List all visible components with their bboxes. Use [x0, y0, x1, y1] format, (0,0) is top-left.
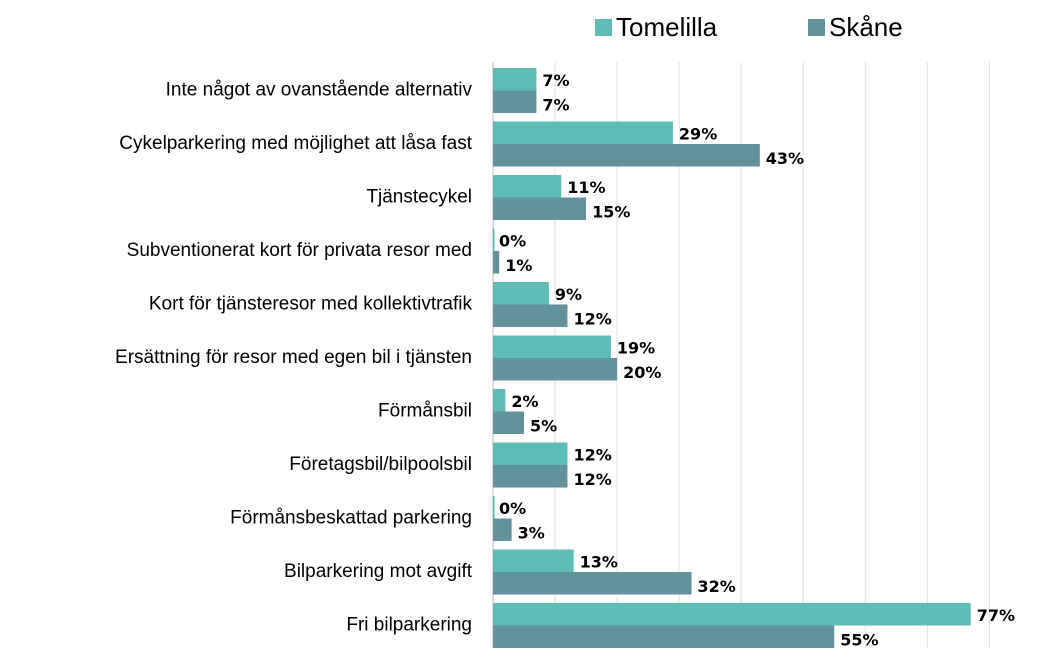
- category-label: Inte något av ovanstående alternativ: [166, 80, 473, 101]
- bar: [493, 442, 568, 465]
- bar: [493, 228, 495, 251]
- category-label: Företagsbil/bilpoolsbil: [289, 454, 472, 475]
- bar: [493, 197, 587, 220]
- data-label: 11%: [567, 178, 605, 197]
- bar: [493, 496, 495, 519]
- data-label: 0%: [499, 231, 526, 250]
- data-label: 13%: [580, 552, 618, 571]
- category-label: Bilparkering mot avgift: [284, 561, 473, 582]
- data-label: 2%: [511, 392, 538, 411]
- category-label: Cykelparkering med möjlighet att låsa fa…: [119, 133, 472, 154]
- category-label: Förmånsbil: [378, 401, 472, 422]
- legend-swatch: [808, 19, 825, 36]
- bar: [493, 603, 971, 626]
- data-label: 5%: [530, 416, 557, 435]
- bar: [493, 572, 692, 595]
- data-label: 29%: [679, 124, 717, 143]
- category-label: Kort för tjänsteresor med kollektivtrafi…: [149, 294, 473, 315]
- legend-swatch: [595, 19, 612, 36]
- category-label: Subventionerat kort för privata resor me…: [127, 240, 472, 261]
- bar: [493, 68, 537, 91]
- data-label: 7%: [542, 95, 569, 114]
- bar: [493, 304, 568, 327]
- data-label: 32%: [698, 577, 736, 596]
- bar: [493, 465, 568, 488]
- data-label: 12%: [573, 309, 611, 328]
- bar: [493, 282, 549, 305]
- data-label: 1%: [505, 256, 532, 275]
- bar: [493, 251, 500, 274]
- bar: [493, 144, 760, 167]
- data-label: 15%: [592, 202, 630, 221]
- bar: [493, 90, 537, 113]
- bar: [493, 121, 673, 144]
- bar: [493, 358, 618, 381]
- bar: [493, 389, 506, 412]
- data-label: 77%: [977, 606, 1015, 625]
- category-label: Tjänstecykel: [366, 187, 472, 208]
- data-label: 9%: [555, 285, 582, 304]
- bar: [493, 175, 562, 198]
- legend-label: Skåne: [829, 12, 903, 42]
- data-label: 7%: [542, 71, 569, 90]
- data-label: 20%: [623, 363, 661, 382]
- data-label: 55%: [840, 630, 878, 648]
- legend-label: Tomelilla: [616, 12, 718, 42]
- bar: [493, 625, 835, 648]
- data-label: 43%: [766, 149, 804, 168]
- data-label: 12%: [573, 470, 611, 489]
- category-label: Förmånsbeskattad parkering: [230, 508, 472, 529]
- category-label: Ersättning för resor med egen bil i tjän…: [115, 347, 472, 368]
- data-label: 12%: [573, 445, 611, 464]
- data-label: 3%: [518, 523, 545, 542]
- bar: [493, 518, 512, 541]
- bar: [493, 411, 525, 434]
- data-label: 19%: [617, 338, 655, 357]
- data-label: 0%: [499, 499, 526, 518]
- bar: [493, 549, 574, 572]
- bar: [493, 335, 611, 358]
- category-label: Fri bilparkering: [346, 615, 472, 636]
